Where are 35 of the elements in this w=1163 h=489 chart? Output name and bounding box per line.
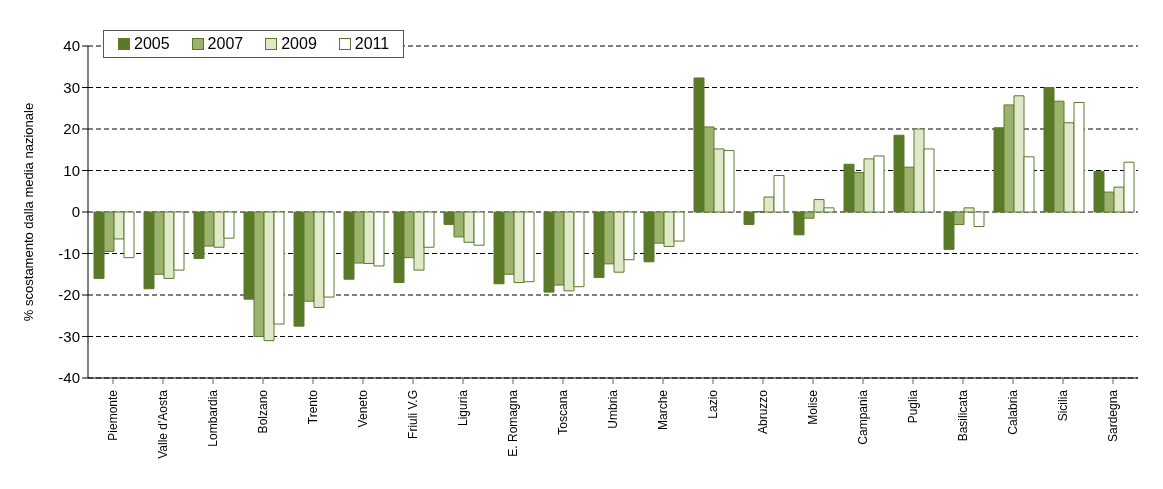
legend-label: 2005 xyxy=(134,35,170,53)
x-tick-label: Basilicata xyxy=(956,389,970,442)
legend-label: 2009 xyxy=(281,35,317,53)
x-tick-label: Campania xyxy=(856,389,870,445)
x-tick-label: Sicilia xyxy=(1056,389,1070,422)
x-tick-label: Puglia xyxy=(906,389,920,424)
x-tick-label: Trento xyxy=(306,389,320,425)
legend-label: 2011 xyxy=(354,35,390,53)
y-axis-title: % scostamento dalla media nazionale xyxy=(20,102,36,322)
y-tick-label: -30 xyxy=(58,327,80,345)
x-tick-label: Liguria xyxy=(456,389,470,427)
y-tick-label: 30 xyxy=(63,78,80,96)
y-tick-label: 0 xyxy=(71,203,80,221)
x-tick-label: Bolzano xyxy=(256,389,270,434)
y-tick-label: 10 xyxy=(63,161,80,179)
x-tick-label: Molise xyxy=(806,389,820,425)
y-tick-label: -40 xyxy=(58,369,80,387)
x-tick-label: Toscana xyxy=(556,389,570,435)
x-tick-label: Marche xyxy=(656,389,670,431)
x-tick-label: Valle d'Aosta xyxy=(156,389,170,459)
y-tick-label: 40 xyxy=(63,37,80,55)
x-tick-label: Lazio xyxy=(706,389,720,419)
x-tick-label: E. Romagna xyxy=(506,389,520,457)
x-tick-label: Sardegna xyxy=(1106,389,1120,443)
x-tick-label: Calabria xyxy=(1006,389,1020,435)
x-tick-label: Friuli V.G xyxy=(406,390,420,439)
y-tick-label: -20 xyxy=(58,286,80,304)
x-tick-label: Abruzzo xyxy=(756,389,770,435)
x-tick-label: Veneto xyxy=(356,389,370,428)
x-tick-label: Umbria xyxy=(606,389,620,429)
x-tick-label: Lombardia xyxy=(206,389,220,447)
y-tick-label: -10 xyxy=(58,244,80,262)
y-tick-label: 20 xyxy=(63,120,80,138)
x-tick-label: Piemonte xyxy=(106,389,120,441)
legend-label: 2007 xyxy=(207,35,244,53)
